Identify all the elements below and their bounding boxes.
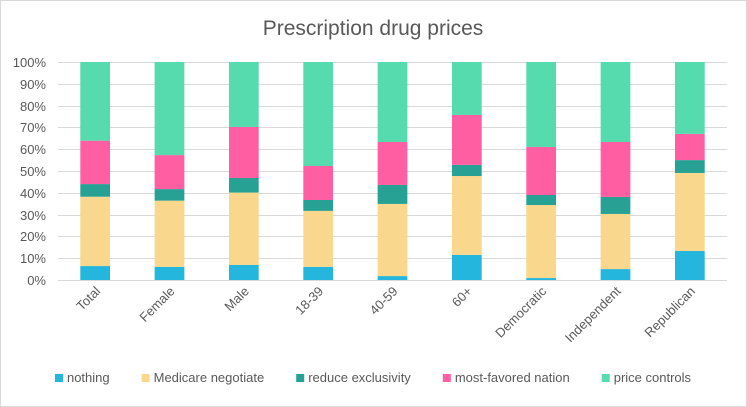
bar-segment-medicare-negotiate: [228, 192, 259, 265]
bar-segment-reduce-exclusivity: [451, 164, 482, 177]
bar-segment-reduce-exclusivity: [228, 177, 259, 193]
y-tick-label: 80%: [20, 99, 46, 114]
legend-swatch: [54, 374, 63, 382]
bar-segment-reduce-exclusivity: [377, 184, 408, 204]
legend-label: most-favored nation: [455, 370, 570, 385]
bar-segment-price-controls: [80, 62, 111, 141]
bar-segment-price-controls: [303, 62, 334, 166]
bar-segment-reduce-exclusivity: [600, 196, 631, 214]
bar-segment-nothing: [600, 269, 631, 280]
bar-segment-medicare-negotiate: [451, 176, 482, 255]
x-tick-label: Female: [136, 284, 177, 325]
bars: [80, 62, 705, 280]
bar-segment-reduce-exclusivity: [80, 184, 111, 197]
y-tick-label: 70%: [20, 120, 46, 135]
y-tick-label: 10%: [20, 251, 46, 266]
y-tick-label: 50%: [20, 164, 46, 179]
legend-item: nothing: [54, 370, 110, 385]
bar-segment-most-favored-nation: [600, 142, 631, 197]
bar-segment-price-controls: [674, 62, 705, 134]
bar-segment-nothing: [80, 266, 111, 280]
x-tick-label: 40-59: [367, 284, 401, 318]
bar-segment-medicare-negotiate: [674, 172, 705, 252]
bar-segment-price-controls: [228, 62, 259, 127]
y-tick-label: 0%: [27, 273, 46, 288]
bar-segment-nothing: [377, 276, 408, 280]
bar-segment-most-favored-nation: [303, 165, 334, 200]
bar-segment-price-controls: [377, 62, 408, 143]
bar-segment-most-favored-nation: [451, 114, 482, 165]
legend-swatch: [601, 374, 610, 382]
x-tick-label: 60+: [449, 284, 475, 310]
bar-segment-reduce-exclusivity: [526, 194, 557, 206]
bar-segment-nothing: [154, 266, 185, 280]
legend-label: nothing: [67, 370, 110, 385]
x-tick-label: Democratic: [492, 283, 549, 340]
legend: nothing Medicare negotiate reduce exclusiv…: [54, 370, 692, 385]
bar-segment-nothing: [526, 278, 557, 280]
bar-segment-most-favored-nation: [674, 133, 705, 161]
legend-label: price controls: [614, 370, 692, 385]
legend-item: reduce exclusivity: [296, 370, 411, 385]
x-tick-label: Male: [221, 284, 252, 315]
y-tick-label: 90%: [20, 77, 46, 92]
bar-segment-reduce-exclusivity: [303, 199, 334, 211]
legend-label: Medicare negotiate: [154, 370, 265, 385]
legend-item: price controls: [601, 370, 692, 385]
legend-swatch: [296, 374, 305, 382]
y-axis-ticks: 0% 10% 20% 30% 40% 50% 60% 70% 80% 90% 100%: [13, 55, 47, 288]
bar-segment-reduce-exclusivity: [674, 160, 705, 173]
y-tick-label: 40%: [20, 186, 46, 201]
y-tick-label: 60%: [20, 142, 46, 157]
bar-segment-medicare-negotiate: [377, 203, 408, 277]
bar-segment-medicare-negotiate: [526, 205, 557, 279]
x-axis-labels: Total Female Male 18-39 40-59 60+ Democratic In…: [73, 283, 698, 345]
x-tick-label: Republican: [641, 284, 698, 341]
bar-segment-nothing: [451, 254, 482, 280]
legend-label: reduce exclusivity: [308, 370, 411, 385]
x-tick-label: 18-39: [292, 284, 326, 318]
bar-segment-price-controls: [600, 62, 631, 143]
legend-item: Medicare negotiate: [141, 370, 265, 385]
bar-segment-price-controls: [526, 62, 557, 148]
bar-segment-reduce-exclusivity: [154, 189, 185, 201]
bar-segment-nothing: [674, 251, 705, 280]
bar-segment-medicare-negotiate: [303, 210, 334, 267]
bar-segment-most-favored-nation: [526, 147, 557, 195]
legend-swatch: [141, 374, 150, 382]
y-tick-label: 100%: [13, 55, 47, 70]
legend-item: most-favored nation: [442, 370, 570, 385]
bar-segment-price-controls: [451, 62, 482, 115]
bar-segment-medicare-negotiate: [80, 196, 111, 267]
x-tick-label: Total: [73, 283, 103, 313]
legend-swatch: [442, 374, 451, 382]
bar-segment-medicare-negotiate: [154, 200, 185, 267]
bar-segment-most-favored-nation: [154, 155, 185, 190]
bar-segment-most-favored-nation: [80, 140, 111, 185]
y-tick-label: 20%: [20, 229, 46, 244]
chart-title: Prescription drug prices: [263, 17, 484, 40]
bar-segment-most-favored-nation: [228, 126, 259, 178]
bar-segment-most-favored-nation: [377, 142, 408, 185]
bar-segment-nothing: [303, 266, 334, 280]
y-tick-label: 30%: [20, 208, 46, 223]
bar-segment-price-controls: [154, 62, 185, 156]
bar-segment-medicare-negotiate: [600, 213, 631, 270]
bar-segment-nothing: [228, 264, 259, 280]
x-tick-label: Independent: [562, 283, 624, 345]
